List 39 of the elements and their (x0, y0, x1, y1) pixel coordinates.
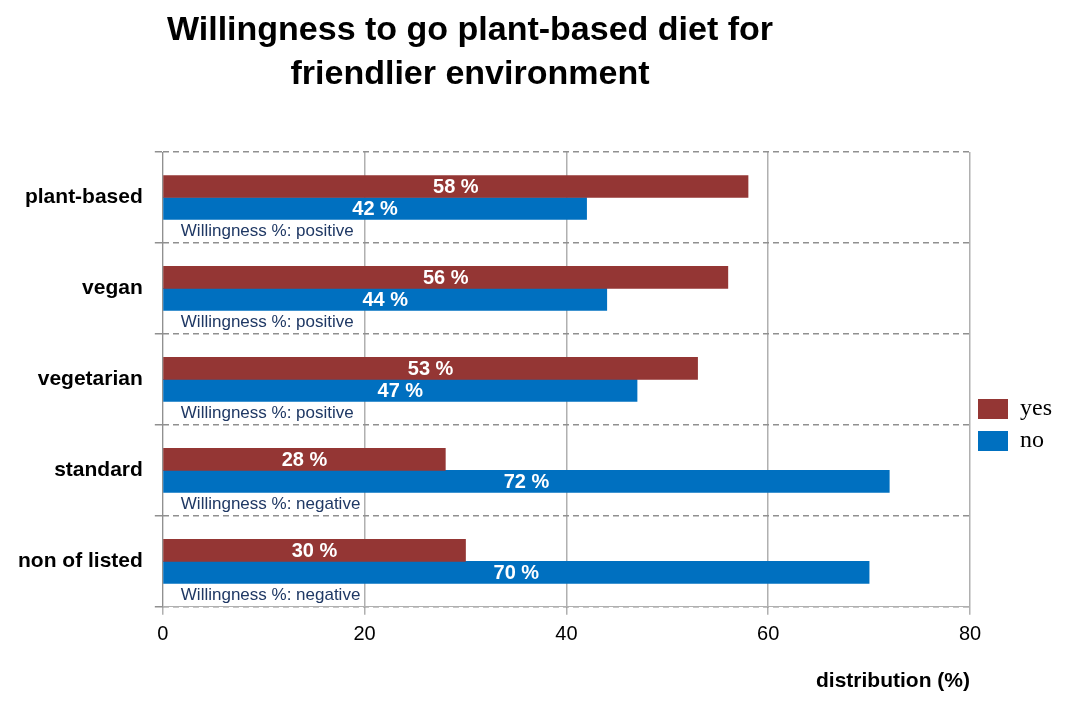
annotation: Willingness %: negative (180, 494, 361, 514)
data-label: 70 % (493, 560, 540, 583)
bar (163, 357, 698, 380)
chart-title: Willingness to go plant-based diet for friendlier environment (165, 8, 774, 93)
data-label: 30 % (291, 538, 338, 561)
y-tick-label: plant-based (24, 184, 143, 208)
bar (163, 470, 890, 493)
x-tick-label: 80 (958, 622, 982, 645)
data-label: 42 % (352, 197, 399, 219)
bar (163, 288, 608, 311)
data-label: 44 % (362, 287, 409, 310)
data-label: 28 % (281, 447, 328, 470)
bar (163, 538, 466, 562)
y-tick-label: standard (54, 457, 143, 481)
annotation: Willingness %: negative (180, 585, 361, 605)
x-tick-label: 60 (757, 622, 780, 645)
x-tick-label: 40 (555, 622, 578, 645)
data-label: 56 % (422, 265, 469, 288)
y-tick-label: vegetarian (37, 366, 143, 390)
data-label: 72 % (503, 469, 550, 492)
annotation: Willingness %: positive (180, 403, 354, 423)
bar (163, 448, 446, 471)
legend-label: no (1020, 426, 1045, 453)
y-tick-label: non of listed (17, 548, 143, 572)
x-axis-title: distribution (%) (816, 668, 971, 692)
bar (163, 379, 638, 402)
bar (163, 266, 729, 289)
legend-label: yes (1020, 394, 1053, 421)
bar (163, 197, 587, 220)
y-tick-label: vegan (82, 275, 143, 299)
x-tick-label: 0 (157, 622, 169, 645)
bar (163, 175, 749, 198)
bar (163, 560, 870, 584)
data-label: 47 % (377, 378, 424, 401)
x-tick-label: 20 (353, 622, 376, 645)
data-label: 58 % (433, 175, 479, 197)
data-label: 53 % (407, 356, 454, 379)
annotation: Willingness %: positive (180, 221, 354, 241)
annotation: Willingness %: positive (180, 312, 354, 332)
